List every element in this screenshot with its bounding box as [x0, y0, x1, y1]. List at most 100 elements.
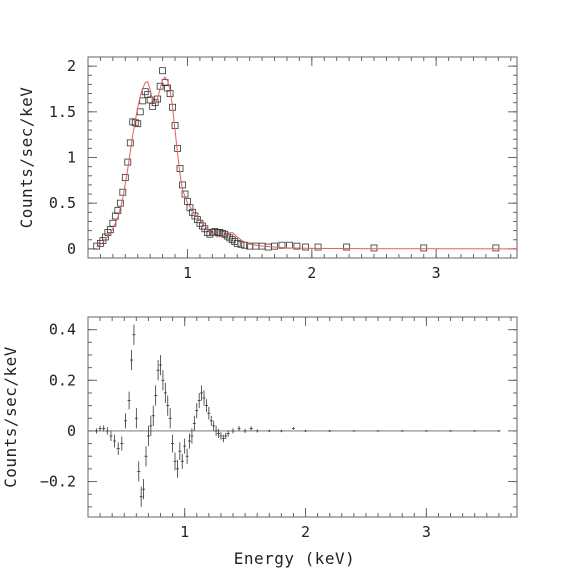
x-tick-label: 3 [422, 523, 431, 541]
residual-point [173, 452, 177, 471]
x-tick-label: 2 [307, 264, 316, 282]
data-point [370, 244, 378, 252]
data-point [420, 244, 428, 252]
x-tick-label: 1 [183, 264, 192, 282]
residuals-panel: 1 2 3 −0.2 0 0.2 0.4 Counts/sec/keV Energy (keV) [1, 316, 518, 568]
x-tick-label: 2 [301, 523, 310, 541]
data-point [492, 244, 500, 252]
data-point [208, 229, 216, 236]
residual-point [130, 349, 134, 371]
data-point [139, 97, 147, 105]
residual-point [105, 427, 109, 435]
plot-frame [87, 56, 518, 259]
residual-point [243, 428, 247, 433]
data-point [124, 158, 132, 166]
data-point [119, 188, 127, 196]
data-point [314, 243, 322, 251]
residual-point [279, 429, 283, 433]
data-point [223, 232, 231, 240]
residual-point [120, 436, 124, 451]
y-tick-label: 1.5 [49, 103, 76, 121]
residual-point [200, 385, 204, 401]
y-axis-label: Counts/sec/keV [1, 346, 20, 488]
residual-point [204, 399, 208, 412]
residual-point [231, 428, 235, 434]
residual-point [237, 425, 241, 431]
residual-point [102, 425, 106, 432]
residual-point [224, 432, 228, 440]
y-tick-label: 1 [67, 149, 76, 167]
x-tick-label: 3 [432, 264, 441, 282]
residual-point [400, 430, 404, 432]
data-point [211, 228, 219, 235]
data-point [293, 242, 301, 250]
data-point [121, 174, 129, 182]
residual-point [163, 382, 167, 404]
residual-point [249, 426, 253, 431]
data-point [189, 208, 196, 216]
residual-point [183, 438, 187, 454]
residual-point [197, 392, 201, 409]
x-axis-label: Energy (keV) [234, 549, 356, 568]
residual-point [195, 403, 199, 419]
residual-point [134, 408, 138, 429]
residual-point [127, 391, 131, 410]
residual-point [217, 428, 221, 439]
y-tick-label: −0.2 [40, 473, 76, 491]
data-point [278, 241, 286, 249]
residual-point [144, 446, 148, 467]
residual-point [166, 395, 170, 416]
residual-point [180, 453, 184, 469]
residual-point [178, 442, 182, 461]
residual-point [424, 430, 428, 432]
residual-point [146, 425, 150, 447]
residual-point [171, 434, 175, 453]
residual-point [473, 430, 477, 432]
data-point [144, 91, 152, 98]
residual-point [185, 448, 189, 464]
data-point [149, 102, 157, 110]
residual-point [151, 405, 155, 426]
residual-point [209, 415, 213, 426]
residual-point [116, 442, 120, 455]
data-point [154, 95, 162, 103]
data-point [226, 234, 234, 242]
residual-point [132, 324, 136, 345]
residual-point [168, 408, 172, 429]
data-point [129, 118, 137, 126]
data-point [343, 243, 351, 251]
data-point [159, 67, 167, 75]
data-point [233, 239, 241, 247]
x-tick-label: 1 [180, 523, 189, 541]
residual-point [497, 430, 501, 432]
data-point [164, 84, 171, 92]
residual-point [267, 429, 271, 433]
residual-point [123, 413, 127, 429]
residual-point [94, 428, 98, 434]
data-point [151, 99, 159, 107]
residual-point [154, 385, 158, 406]
residual-point [255, 429, 259, 433]
y-tick-label: 0.2 [49, 371, 76, 389]
residual-point [149, 415, 153, 436]
residual-point [226, 430, 230, 437]
y-tick-label: 0.5 [49, 194, 76, 212]
residual-point [376, 430, 380, 432]
residual-point [192, 415, 196, 431]
residual-point [142, 479, 146, 500]
residual-point [219, 432, 223, 440]
residual-point [190, 428, 194, 444]
data-point [99, 237, 107, 245]
residual-point [202, 390, 206, 406]
residual-point [156, 360, 160, 381]
residual-point [449, 430, 453, 432]
residual-point [214, 425, 218, 436]
data-point [228, 236, 236, 244]
y-axis-label: Counts/sec/keV [17, 87, 36, 229]
data-point [252, 242, 260, 250]
residual-point [159, 354, 163, 376]
y-tick-label: 0 [67, 240, 76, 258]
data-point [136, 108, 144, 116]
residual-point [109, 430, 113, 442]
